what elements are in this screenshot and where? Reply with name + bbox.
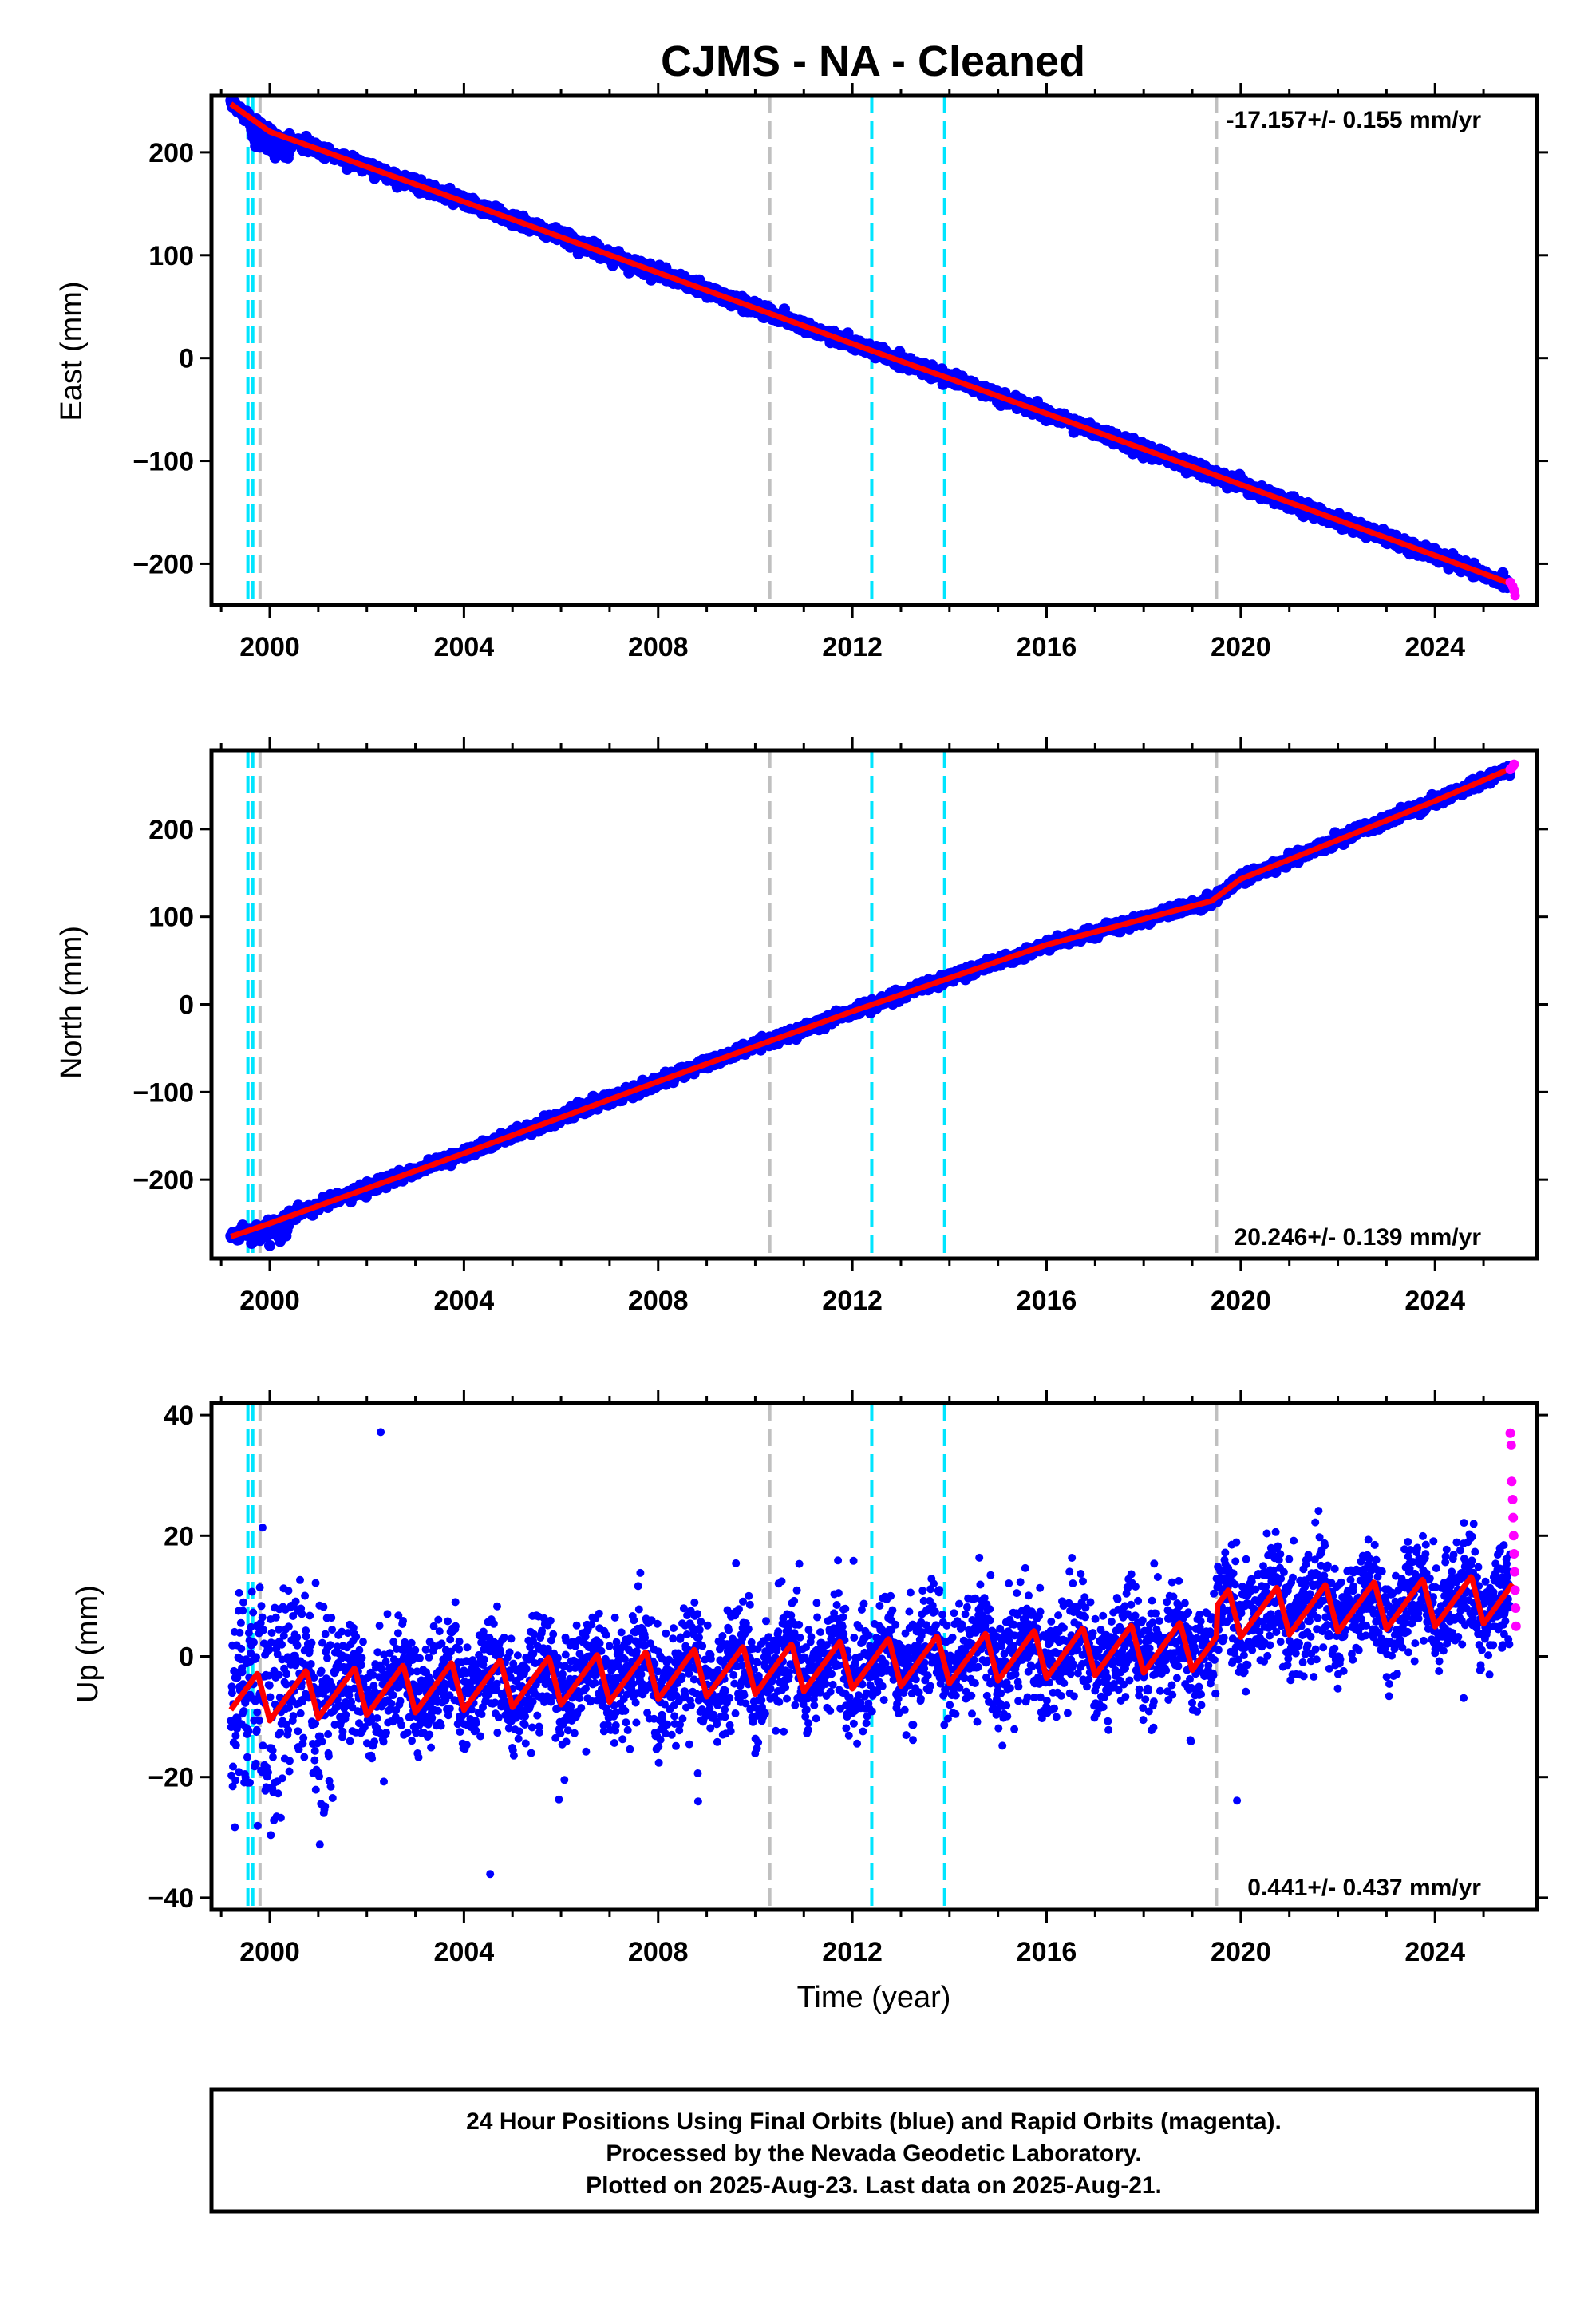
east-model-fit-line <box>229 101 1515 587</box>
east-rapid-orbit-points <box>1505 577 1520 601</box>
east-x-tick-label: 2012 <box>822 632 883 662</box>
east-y-tick-label: 200 <box>148 138 194 168</box>
east-x-tick-label: 2000 <box>239 632 300 662</box>
north-data-point <box>264 1239 275 1251</box>
east-rapid-point <box>1510 591 1520 601</box>
east-rate-label: -17.157+/- 0.155 mm/yr <box>1227 107 1482 133</box>
east-y-tick-label: −200 <box>132 549 194 579</box>
east-x-tick-label: 2024 <box>1404 632 1465 662</box>
east-x-tick-label: 2016 <box>1017 632 1077 662</box>
east-y-tick-label: −100 <box>132 447 194 477</box>
east-y-tick-label: 0 <box>179 344 194 374</box>
east-axis-label: East (mm) <box>55 281 89 421</box>
east-y-tick-label: 100 <box>148 241 194 271</box>
east-data-layer: −200 −100 0 100 200 2000 2004 2008 2012 2016 2020 2… <box>132 83 1548 662</box>
east-plot-frame <box>209 93 1539 607</box>
east-x-tick-label: 2020 <box>1211 632 1271 662</box>
east-x-tick-label: 2004 <box>434 632 495 662</box>
figure-title: CJMS - NA - Cleaned <box>661 38 1085 85</box>
panel-east: −200 −100 0 100 200 2000 2004 2008 2012 2016 2020 2… <box>55 83 1548 662</box>
east-x-tick-label: 2008 <box>628 632 689 662</box>
